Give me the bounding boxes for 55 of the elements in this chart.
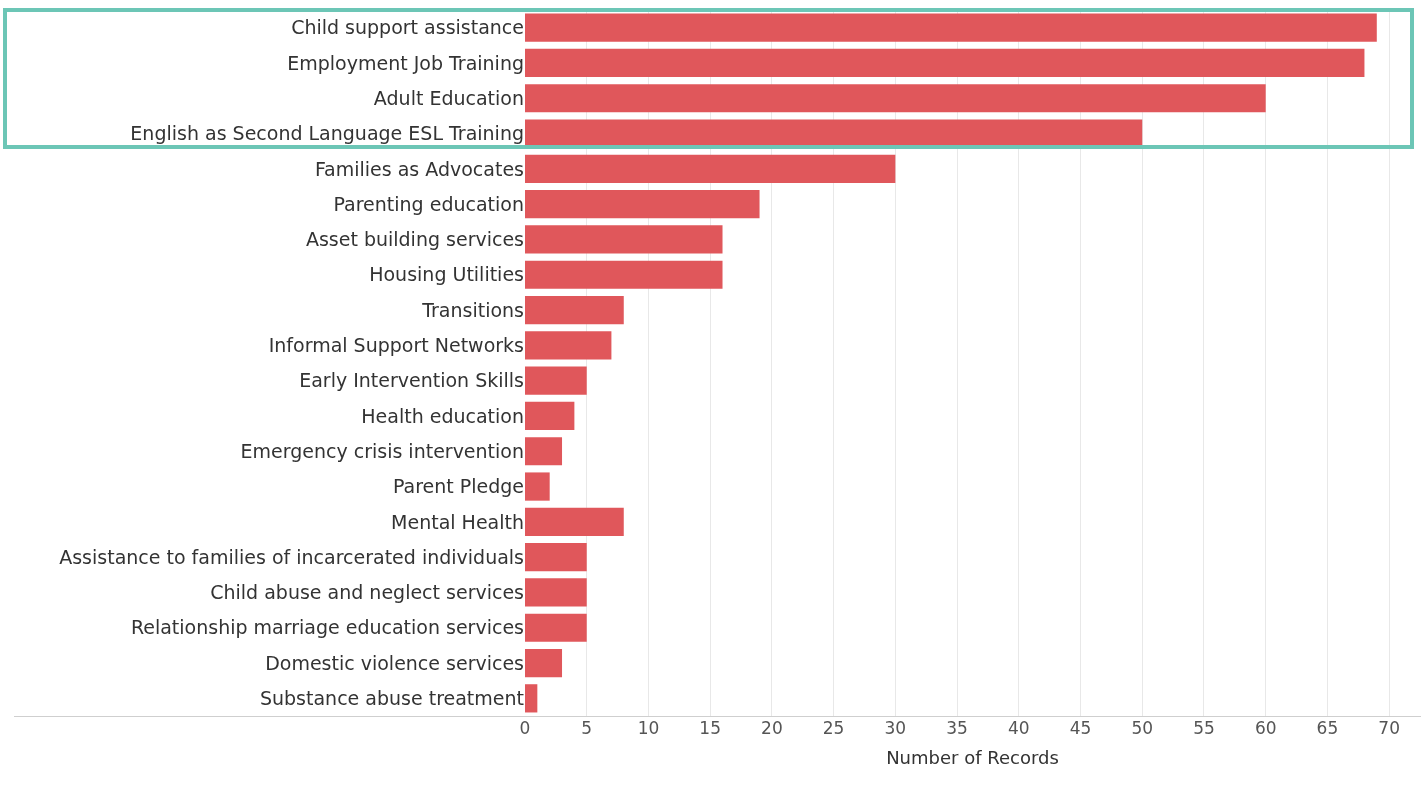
y-tick-label: Child support assistance <box>291 16 524 39</box>
x-tick-label: 70 <box>1378 718 1400 738</box>
bar <box>525 225 723 254</box>
x-tick-label: 55 <box>1193 718 1215 738</box>
bar <box>525 401 575 431</box>
x-tick-label: 50 <box>1131 718 1154 738</box>
x-tick-label: 10 <box>637 718 660 738</box>
x-tick-label: 25 <box>822 718 845 738</box>
bar <box>525 154 896 183</box>
bar <box>525 613 587 642</box>
y-tick-label: Early Intervention Skills <box>299 369 524 392</box>
bar <box>525 260 723 289</box>
y-tick-label: Adult Education <box>373 86 524 109</box>
bar <box>525 84 1266 113</box>
y-tick-label: Assistance to families of incarcerated individuals <box>59 545 524 568</box>
y-tick-label: Housing Utilities <box>369 263 524 286</box>
y-tick-label: Families as Advocates <box>314 157 524 180</box>
bar <box>525 13 1377 42</box>
bar <box>525 366 587 395</box>
y-tick-label: Relationship marriage education services <box>130 616 524 639</box>
x-tick-label: 15 <box>699 718 721 738</box>
x-tick-label: 20 <box>761 718 783 738</box>
x-tick-label: 5 <box>581 718 593 738</box>
bar <box>525 48 1365 78</box>
y-tick-label: Parenting education <box>333 192 524 215</box>
y-tick-label: Employment Job Training <box>287 51 524 74</box>
x-tick-label: 0 <box>519 718 531 738</box>
y-tick-label: Parent Pledge <box>392 475 524 498</box>
bar <box>525 437 563 466</box>
bar <box>525 331 612 360</box>
x-tick-label: 45 <box>1069 718 1092 738</box>
bar <box>525 648 563 678</box>
bar <box>525 543 587 572</box>
bar <box>525 472 550 501</box>
y-tick-label: Informal Support Networks <box>268 334 524 356</box>
bar <box>525 190 760 219</box>
x-axis-title: Number of Records <box>886 747 1059 769</box>
y-tick-label: Transitions <box>421 298 524 321</box>
x-tick-label: 60 <box>1254 718 1277 738</box>
bar <box>525 684 538 713</box>
x-tick-label: 30 <box>884 718 907 738</box>
y-tick-label: English as Second Language ESL Training <box>130 122 524 145</box>
y-tick-label: Mental Health <box>391 510 524 533</box>
y-tick-label: Substance abuse treatment <box>259 687 524 709</box>
y-tick-label: Health education <box>361 404 524 427</box>
y-tick-label: Emergency crisis intervention <box>240 439 524 462</box>
x-tick-label: 35 <box>946 718 968 738</box>
y-tick-label: Child abuse and neglect services <box>210 581 524 604</box>
bar <box>525 578 587 607</box>
bar <box>525 295 624 325</box>
y-tick-label: Asset building services <box>305 228 524 251</box>
y-tick-label: Domestic violence services <box>265 651 524 674</box>
bar <box>525 507 624 536</box>
x-tick-label: 40 <box>1007 718 1030 738</box>
x-tick-label: 65 <box>1316 718 1339 738</box>
